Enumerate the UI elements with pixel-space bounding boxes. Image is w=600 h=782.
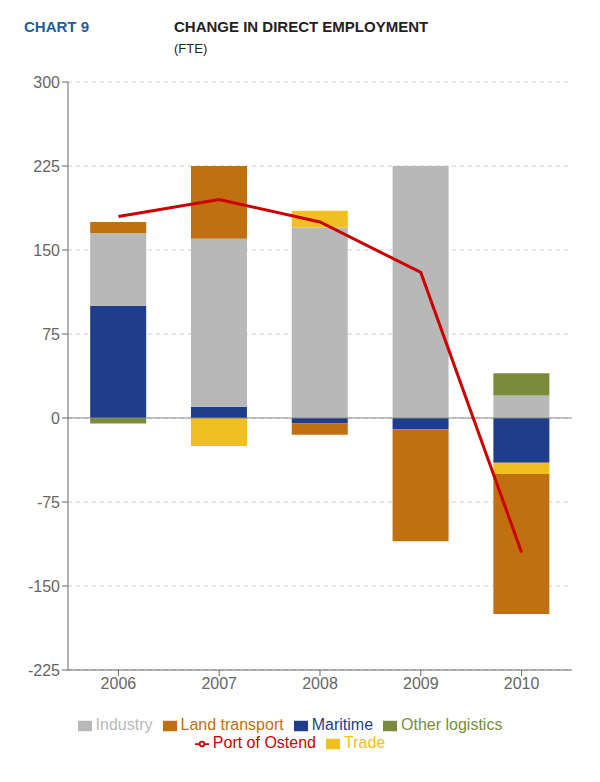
svg-text:2006: 2006 xyxy=(101,675,137,692)
svg-text:-75: -75 xyxy=(37,494,60,511)
html-text:(FTE): (FTE) xyxy=(174,41,208,56)
svg-text:2010: 2010 xyxy=(504,675,540,692)
html-text:Maritime: Maritime xyxy=(311,716,373,733)
svg-text:-225: -225 xyxy=(28,662,60,679)
html-text:CHART 9: CHART 9 xyxy=(24,18,89,35)
svg-text:2009: 2009 xyxy=(403,675,439,692)
svg-text:150: 150 xyxy=(33,242,60,259)
svg-text:75: 75 xyxy=(42,326,60,343)
svg-text:2007: 2007 xyxy=(201,675,237,692)
svg-text:300: 300 xyxy=(33,74,60,91)
html-text:Land transport: Land transport xyxy=(180,716,284,733)
svg-text:225: 225 xyxy=(33,158,60,175)
svg-text:2008: 2008 xyxy=(302,675,338,692)
html-text:Port of Ostend: Port of Ostend xyxy=(212,734,316,751)
html-text:CHANGE IN DIRECT EMPLOYMENT: CHANGE IN DIRECT EMPLOYMENT xyxy=(174,18,429,35)
html-text:Other logistics: Other logistics xyxy=(401,716,503,733)
html-text:Trade: Trade xyxy=(344,734,386,751)
svg-text:-150: -150 xyxy=(28,578,60,595)
svg-text:0: 0 xyxy=(51,410,60,427)
html-text:Industry: Industry xyxy=(95,716,153,733)
